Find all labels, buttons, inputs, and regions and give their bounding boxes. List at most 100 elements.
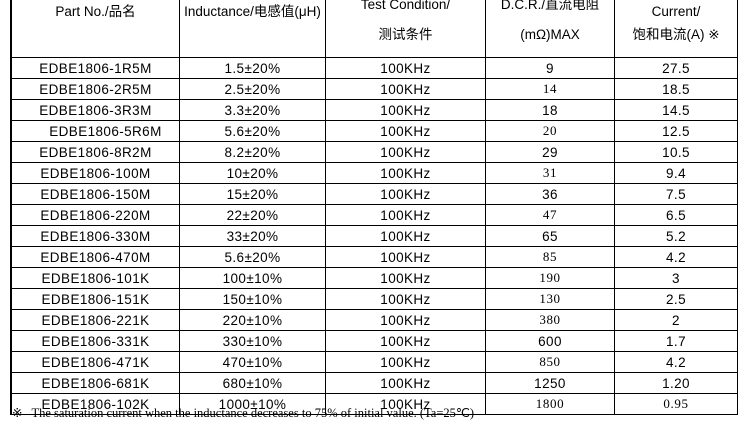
inductor-spec-table: Part No./品名 Inductance/电感值(μH) Test Cond… (10, 0, 738, 415)
header-test-condition-label-cn: 测试条件 (378, 27, 433, 42)
inductance-cell: 33±20% (180, 226, 326, 246)
table-row: EDBE1806-221K 220±10% 100KHz 380 2 (12, 310, 737, 331)
current-cell: 27.5 (662, 60, 690, 76)
inductance-cell: 470±10% (180, 352, 326, 372)
inductance-cell: 330±10% (180, 331, 326, 351)
table-row: EDBE1806-5R6M 5.6±20% 100KHz 20 12.5 (12, 121, 737, 142)
dcr-cell: 1800 (486, 394, 615, 414)
dcr-cell: 29 (486, 142, 615, 162)
inductance-cell: 100±10% (180, 268, 326, 288)
inductance-cell: 680±10% (180, 373, 326, 393)
current-cell: 1.7 (666, 333, 686, 349)
dcr-cell: 380 (486, 310, 615, 330)
current-cell: 7.5 (666, 186, 686, 202)
inductance-cell: 8.2±20% (180, 142, 326, 162)
test-condition-cell: 100KHz (326, 121, 486, 141)
part-number-cell: EDBE1806-681K (12, 373, 180, 393)
inductance-cell: 3.3±20% (180, 100, 326, 120)
test-condition-cell: 100KHz (326, 58, 486, 78)
table-row: EDBE1806-470M 5.6±20% 100KHz 85 4.2 (12, 247, 737, 268)
footnote-reference-mark: ※ (12, 406, 23, 420)
table-row: EDBE1806-471K 470±10% 100KHz 850 4.2 (12, 352, 737, 373)
inductance-cell: 220±10% (180, 310, 326, 330)
current-cell: 5.2 (666, 228, 686, 244)
dcr-cell: 600 (486, 331, 615, 351)
part-number-cell: EDBE1806-470M (12, 247, 180, 267)
dcr-cell: 85 (486, 247, 615, 267)
inductance-cell: 1.5±20% (180, 58, 326, 78)
table-row: EDBE1806-220M 22±20% 100KHz 47 6.5 (12, 205, 737, 226)
test-condition-cell: 100KHz (326, 310, 486, 330)
test-condition-cell: 100KHz (326, 352, 486, 372)
test-condition-cell: 100KHz (326, 247, 486, 267)
header-inductance: Inductance/电感值(μH) (180, 0, 326, 57)
test-condition-cell: 100KHz (326, 394, 486, 414)
header-dcr: D.C.R./直流电阻 (mΩ)MAX (486, 0, 615, 57)
test-condition-cell: 100KHz (326, 205, 486, 225)
dcr-cell: 18 (486, 100, 615, 120)
header-test-condition: Test Condition/ 测试条件 (326, 0, 486, 57)
test-condition-cell: 100KHz (326, 331, 486, 351)
header-current-label-cn: 饱和电流(A) ※ (632, 27, 720, 42)
part-number-cell: EDBE1806-1R5M (12, 58, 180, 78)
current-cell: 1.20 (662, 375, 690, 391)
dcr-cell: 850 (486, 352, 615, 372)
part-number-cell: EDBE1806-8R2M (12, 142, 180, 162)
test-condition-cell: 100KHz (326, 79, 486, 99)
current-cell: 12.5 (662, 123, 690, 139)
saturation-footnote: ※ The saturation current when the inducta… (12, 405, 474, 421)
part-number-cell: EDBE1806-150M (12, 184, 180, 204)
test-condition-cell: 100KHz (326, 289, 486, 309)
table-row: EDBE1806-150M 15±20% 100KHz 36 7.5 (12, 184, 737, 205)
table-row: EDBE1806-330M 33±20% 100KHz 65 5.2 (12, 226, 737, 247)
dcr-cell: 190 (486, 268, 615, 288)
part-number-cell: EDBE1806-102K (12, 394, 180, 414)
header-inductance-label: Inductance/电感值(μH) (184, 4, 321, 19)
header-part-no: Part No./品名 (12, 0, 180, 57)
part-number-cell: EDBE1806-471K (12, 352, 180, 372)
table-row: EDBE1806-681K 680±10% 100KHz 1250 1.20 (12, 373, 737, 394)
table-body: EDBE1806-1R5M 1.5±20% 100KHz 9 27.5 EDBE1806-… (12, 58, 737, 414)
part-number-cell: EDBE1806-100M (12, 163, 180, 183)
current-cell: 0.95 (663, 396, 689, 411)
part-number-cell: EDBE1806-3R3M (12, 100, 180, 120)
current-cell: 3 (672, 270, 680, 286)
current-cell: 2 (672, 312, 680, 328)
inductance-cell: 1000±10% (180, 394, 326, 414)
header-current-label-en: Current/ (651, 4, 701, 19)
dcr-cell: 65 (486, 226, 615, 246)
test-condition-cell: 100KHz (326, 100, 486, 120)
test-condition-cell: 100KHz (326, 184, 486, 204)
dcr-cell: 14 (486, 79, 615, 99)
current-cell: 4.2 (666, 354, 686, 370)
dcr-cell: 36 (486, 184, 615, 204)
table-row: EDBE1806-3R3M 3.3±20% 100KHz 18 14.5 (12, 100, 737, 121)
part-number-cell: EDBE1806-101K (12, 268, 180, 288)
table-header-row: Part No./品名 Inductance/电感值(μH) Test Cond… (12, 0, 737, 58)
inductance-cell: 5.6±20% (180, 247, 326, 267)
table-row: EDBE1806-151K 150±10% 100KHz 130 2.5 (12, 289, 737, 310)
dcr-cell: 130 (486, 289, 615, 309)
header-dcr-label-en: D.C.R./直流电阻 (500, 0, 600, 12)
part-number-cell: EDBE1806-221K (12, 310, 180, 330)
dcr-cell: 31 (486, 163, 615, 183)
test-condition-cell: 100KHz (326, 163, 486, 183)
current-cell: 18.5 (662, 81, 690, 97)
table-row: EDBE1806-100M 10±20% 100KHz 31 9.4 (12, 163, 737, 184)
inductance-cell: 15±20% (180, 184, 326, 204)
inductance-cell: 150±10% (180, 289, 326, 309)
part-number-cell: EDBE1806-330M (12, 226, 180, 246)
test-condition-cell: 100KHz (326, 373, 486, 393)
part-number-cell: EDBE1806-151K (12, 289, 180, 309)
current-cell: 2.5 (666, 291, 686, 307)
part-number-cell: EDBE1806-331K (12, 331, 180, 351)
dcr-cell: 20 (486, 121, 615, 141)
current-cell: 9.4 (666, 165, 686, 181)
header-current: Current/ 饱和电流(A) ※ (615, 0, 737, 57)
table-row: EDBE1806-101K 100±10% 100KHz 190 3 (12, 268, 737, 289)
table-row: EDBE1806-2R5M 2.5±20% 100KHz 14 18.5 (12, 79, 737, 100)
inductance-cell: 2.5±20% (180, 79, 326, 99)
current-cell: 6.5 (666, 207, 686, 223)
header-dcr-label-unit: (mΩ)MAX (520, 27, 580, 42)
footnote-text: The saturation current when the inductan… (31, 406, 475, 420)
